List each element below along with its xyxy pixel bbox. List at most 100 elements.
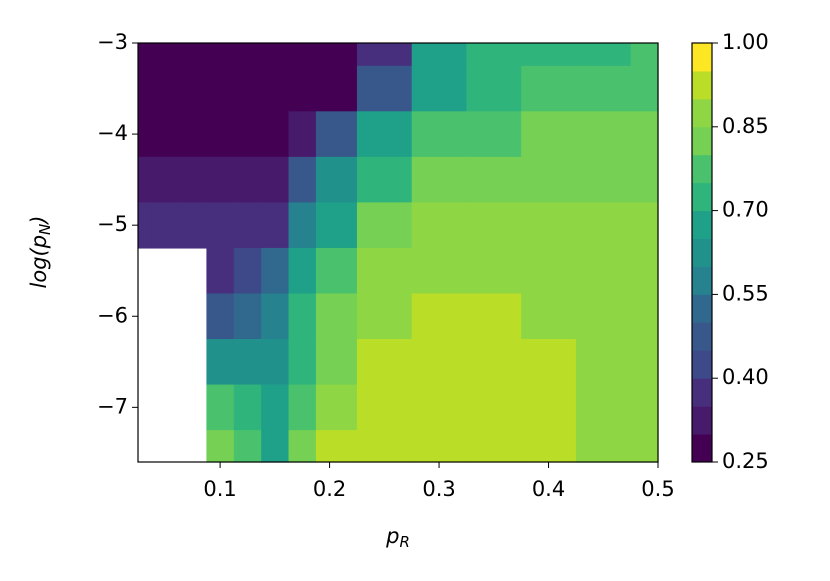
contour-cell xyxy=(521,430,577,463)
contour-cell xyxy=(179,156,208,204)
contour-cell xyxy=(411,247,468,295)
y-label-sub: N xyxy=(36,224,54,235)
contour-cell xyxy=(261,156,290,204)
contour-cell xyxy=(521,293,577,340)
x-tick-label: 0.4 xyxy=(532,477,565,501)
colorbar-band xyxy=(692,43,712,72)
contour-cell xyxy=(261,247,290,295)
contour-cell xyxy=(261,430,290,463)
contour-cell xyxy=(521,43,577,67)
contour-cell xyxy=(466,430,522,463)
contour-cell xyxy=(206,384,235,431)
contour-cell xyxy=(521,111,577,158)
contour-cell xyxy=(356,156,413,204)
y-tick-label: −6 xyxy=(97,303,128,327)
contour-cell xyxy=(630,43,659,67)
contour-cell xyxy=(411,65,468,112)
colorbar-tick-label: 1.00 xyxy=(722,30,769,54)
contour-cell xyxy=(288,156,317,204)
contour-cell xyxy=(575,247,632,295)
contour-cell xyxy=(288,111,317,158)
contour-cell xyxy=(233,65,262,112)
colorbar-band xyxy=(692,126,712,156)
colorbar-tick-label: 0.85 xyxy=(722,114,769,138)
contour-cell xyxy=(575,202,632,249)
contour-cell xyxy=(630,156,659,204)
contour-cell xyxy=(288,384,317,431)
contour-cell xyxy=(288,65,317,112)
contour-cell xyxy=(315,202,358,249)
contour-cell xyxy=(261,339,290,386)
contour-cell xyxy=(233,430,262,463)
colorbar-tick-label: 0.70 xyxy=(722,198,769,222)
contour-cell xyxy=(466,202,522,249)
contour-cell xyxy=(466,384,522,431)
contour-cell xyxy=(630,339,659,386)
contour-cell xyxy=(261,384,290,431)
contour-cell xyxy=(575,156,632,204)
contour-cell xyxy=(630,293,659,340)
contour-cell xyxy=(356,43,413,67)
contour-cell xyxy=(233,339,262,386)
colorbar-band xyxy=(692,294,712,323)
contour-cell xyxy=(261,293,290,340)
contour-cell xyxy=(411,111,468,158)
contour-cell xyxy=(179,202,208,249)
contour-cell xyxy=(206,247,235,295)
contour-cell xyxy=(179,111,208,158)
contour-cell xyxy=(575,339,632,386)
colorbar-band xyxy=(692,350,712,379)
contour-cell xyxy=(151,156,180,204)
colorbar-tick-label: 0.55 xyxy=(722,281,769,305)
colorbar-band xyxy=(692,322,712,351)
plot-frame xyxy=(137,42,659,463)
contour-cell xyxy=(179,43,208,67)
colorbar-band xyxy=(692,266,712,295)
contour-cell xyxy=(151,65,180,112)
contour-cell xyxy=(466,156,522,204)
contour-cell xyxy=(206,339,235,386)
y-axis-label: log(pN) xyxy=(27,216,54,289)
y-tick-label: −7 xyxy=(97,394,128,418)
contour-cell xyxy=(521,339,577,386)
contour-cell xyxy=(206,43,235,67)
contour-cell xyxy=(288,202,317,249)
colorbar-band xyxy=(692,378,712,407)
colorbar-band xyxy=(692,154,712,184)
contour-cell xyxy=(630,65,659,112)
contour-cell xyxy=(138,43,153,67)
contour-cell xyxy=(151,43,180,67)
contour-cell xyxy=(206,202,235,249)
contour-cell xyxy=(179,65,208,112)
contour-cell xyxy=(315,339,358,386)
contour-cell xyxy=(206,293,235,340)
contour-cell xyxy=(411,293,468,340)
contour-cell xyxy=(411,156,468,204)
contour-cell xyxy=(206,156,235,204)
contour-cell xyxy=(233,202,262,249)
contour-cell xyxy=(466,65,522,112)
contour-cell xyxy=(356,111,413,158)
x-tick-label: 0.1 xyxy=(203,477,236,501)
contour-cell xyxy=(411,430,468,463)
contour-cell xyxy=(356,202,413,249)
contour-cell xyxy=(261,111,290,158)
contour-cell xyxy=(315,293,358,340)
contour-cell xyxy=(575,111,632,158)
contour-cell xyxy=(233,293,262,340)
contour-cell xyxy=(138,111,153,158)
contour-cell xyxy=(206,65,235,112)
y-tick-label: −3 xyxy=(97,30,128,54)
contour-cell xyxy=(411,202,468,249)
contour-cell xyxy=(575,430,632,463)
colorbar-band xyxy=(692,434,712,463)
contour-cell xyxy=(575,43,632,67)
contour-cell xyxy=(315,43,358,67)
colorbar-band xyxy=(692,210,712,240)
contour-cell xyxy=(315,111,358,158)
contour-cell xyxy=(521,384,577,431)
contour-cell xyxy=(466,247,522,295)
contour-cell xyxy=(356,384,413,431)
contour-cell xyxy=(261,65,290,112)
